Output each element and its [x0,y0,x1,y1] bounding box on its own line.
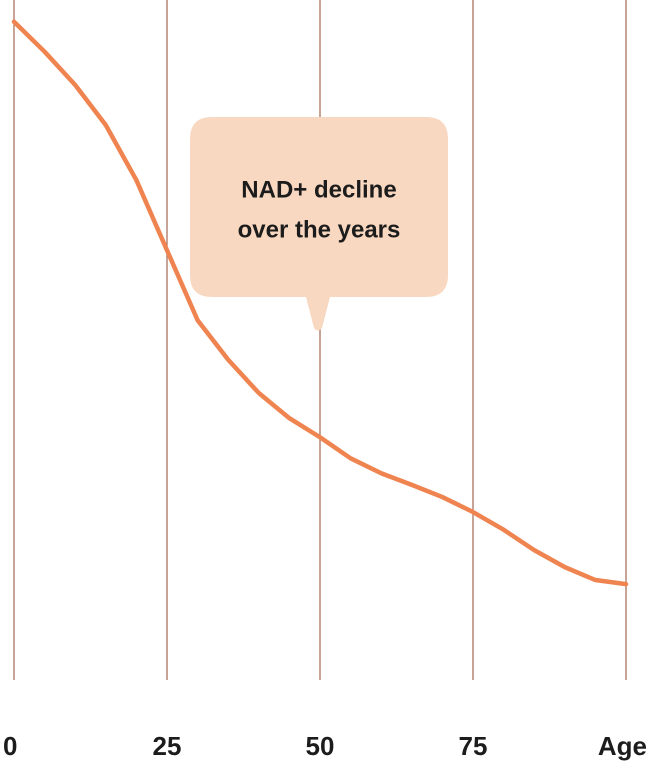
x-tick-label: 50 [306,731,335,761]
x-tick-label: 75 [459,731,488,761]
grid [13,0,627,680]
x-tick-label: Age [598,731,647,761]
x-tick-label: 0 [3,731,17,761]
plot-area [11,19,629,587]
x-tick-label: 25 [153,731,182,761]
data-line [11,19,629,587]
callout-text: over the years [238,216,401,243]
callout-bubble [190,117,448,331]
callout-text: NAD+ decline [241,176,396,203]
x-axis-labels: 0 25 50 75 Age [3,731,647,761]
callout: NAD+ decline over the years [190,117,448,331]
